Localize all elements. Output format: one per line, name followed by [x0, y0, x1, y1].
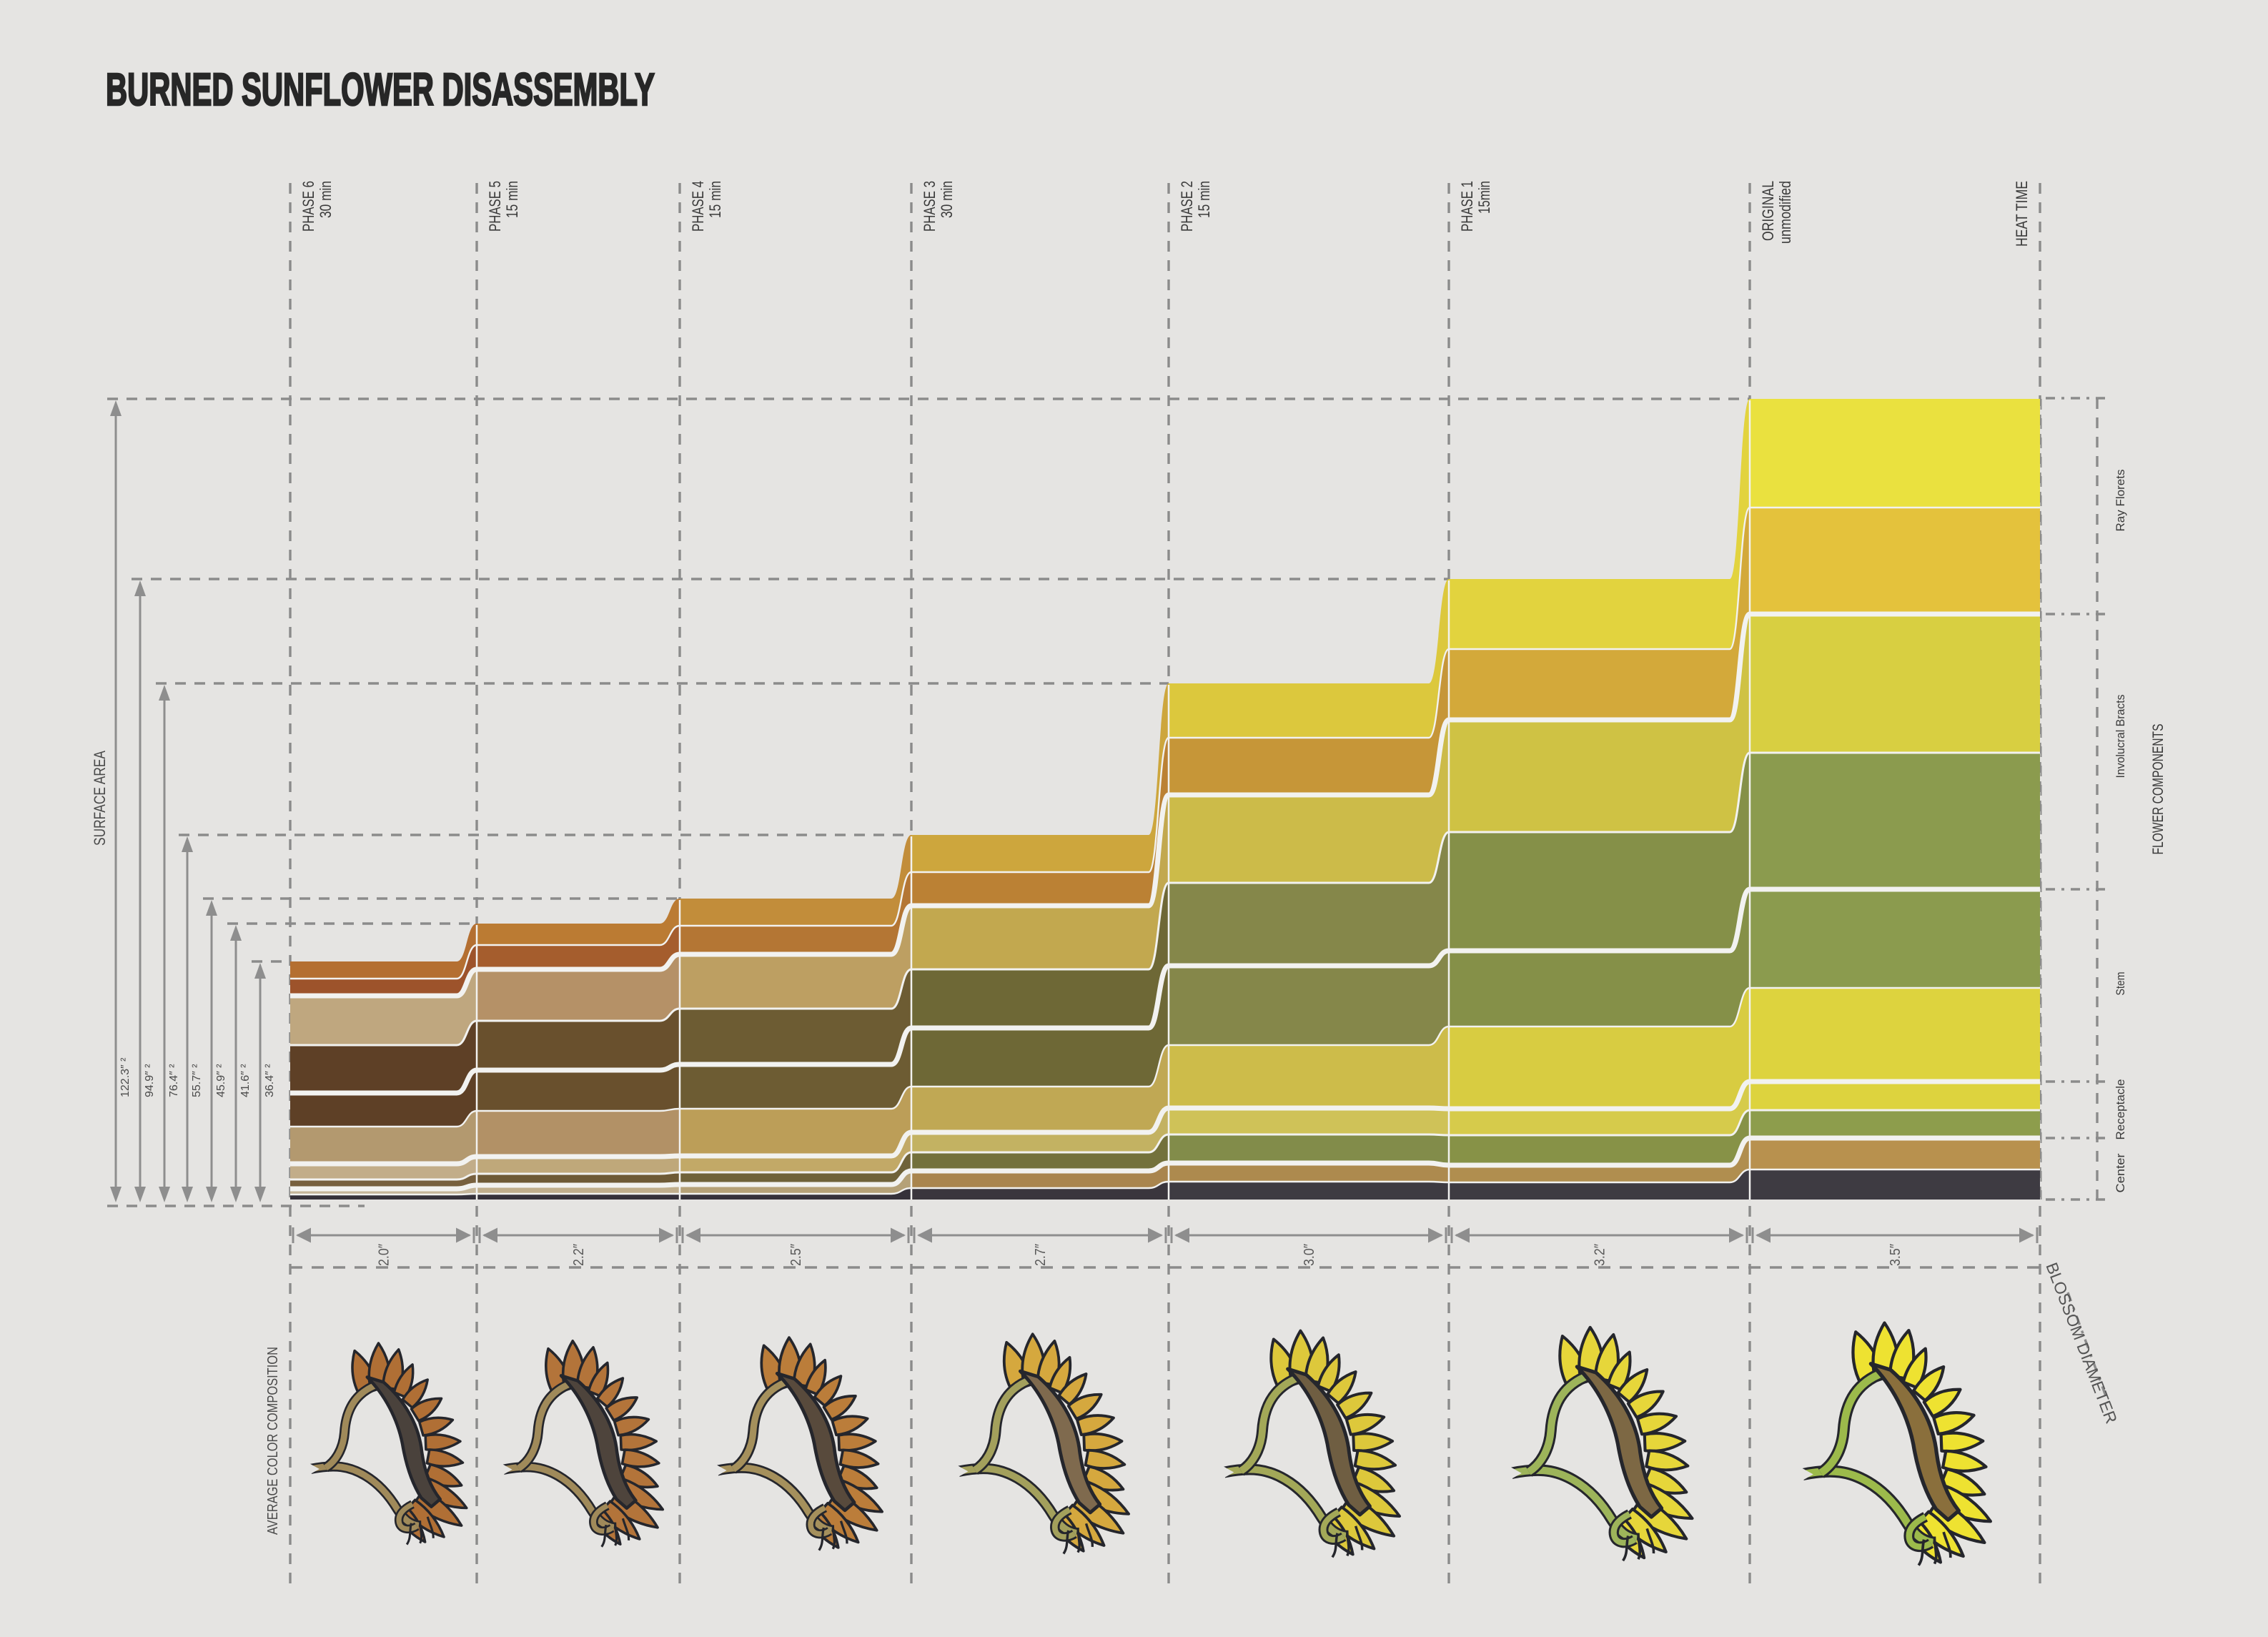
- svg-text:94.9″ ²: 94.9″ ²: [144, 1064, 156, 1097]
- svg-text:3.5″: 3.5″: [1888, 1244, 1903, 1266]
- svg-text:PHASE 4: PHASE 4: [689, 181, 707, 232]
- svg-text:55.7″ ²: 55.7″ ²: [191, 1064, 203, 1097]
- svg-text:PHASE 6: PHASE 6: [299, 181, 317, 232]
- svg-text:PHASE 2: PHASE 2: [1178, 181, 1196, 232]
- svg-text:122.3″ ²: 122.3″ ²: [119, 1057, 132, 1097]
- svg-text:76.4″ ²: 76.4″ ²: [168, 1064, 180, 1097]
- svg-text:PHASE 1: PHASE 1: [1458, 181, 1476, 232]
- svg-text:PHASE 3: PHASE 3: [921, 181, 939, 232]
- svg-text:3.2″: 3.2″: [1593, 1244, 1608, 1266]
- svg-text:2.5″: 2.5″: [788, 1244, 804, 1266]
- svg-text:FLOWER COMPONENTS: FLOWER COMPONENTS: [2150, 724, 2167, 855]
- svg-text:2.0″: 2.0″: [377, 1244, 392, 1266]
- svg-text:36.4″ ²: 36.4″ ²: [264, 1064, 276, 1097]
- svg-text:30 min: 30 min: [317, 181, 335, 218]
- svg-text:2.7″: 2.7″: [1033, 1244, 1049, 1266]
- svg-text:Receptacle: Receptacle: [2114, 1079, 2127, 1140]
- svg-text:unmodified: unmodified: [1776, 181, 1794, 244]
- svg-text:ORIGINAL: ORIGINAL: [1759, 181, 1777, 241]
- svg-text:Ray Florets: Ray Florets: [2114, 470, 2127, 532]
- svg-text:15 min: 15 min: [503, 181, 521, 218]
- svg-text:2.2″: 2.2″: [571, 1244, 587, 1266]
- svg-text:15 min: 15 min: [706, 181, 724, 218]
- svg-text:3.0″: 3.0″: [1302, 1244, 1317, 1266]
- svg-text:BURNED SUNFLOWER DISASSEMBLY: BURNED SUNFLOWER DISASSEMBLY: [106, 64, 655, 115]
- svg-text:15 min: 15 min: [1195, 181, 1213, 218]
- svg-text:AVERAGE COLOR COMPOSITION: AVERAGE COLOR COMPOSITION: [265, 1347, 281, 1535]
- svg-text:Involucral Bracts: Involucral Bracts: [2114, 695, 2127, 778]
- svg-text:15min: 15min: [1475, 181, 1493, 214]
- svg-text:SURFACE AREA: SURFACE AREA: [91, 751, 109, 846]
- svg-text:PHASE 5: PHASE 5: [486, 181, 504, 232]
- svg-text:30 min: 30 min: [938, 181, 956, 218]
- svg-text:45.9″ ²: 45.9″ ²: [215, 1064, 227, 1097]
- svg-text:Center: Center: [2114, 1153, 2127, 1192]
- svg-text:41.6″ ²: 41.6″ ²: [239, 1064, 252, 1097]
- svg-text:Stem: Stem: [2114, 972, 2127, 996]
- svg-text:HEAT TIME: HEAT TIME: [2013, 181, 2031, 247]
